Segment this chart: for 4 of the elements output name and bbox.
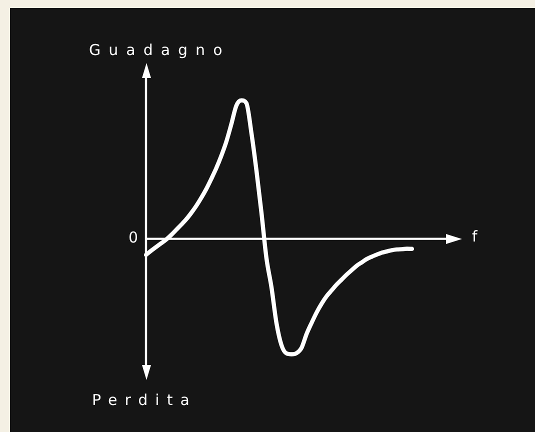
text: 0 — [128, 228, 138, 247]
y-axis-title: Guadagno — [89, 41, 230, 59]
x-axis-title: f — [472, 228, 478, 246]
text: Perdita — [92, 391, 197, 409]
